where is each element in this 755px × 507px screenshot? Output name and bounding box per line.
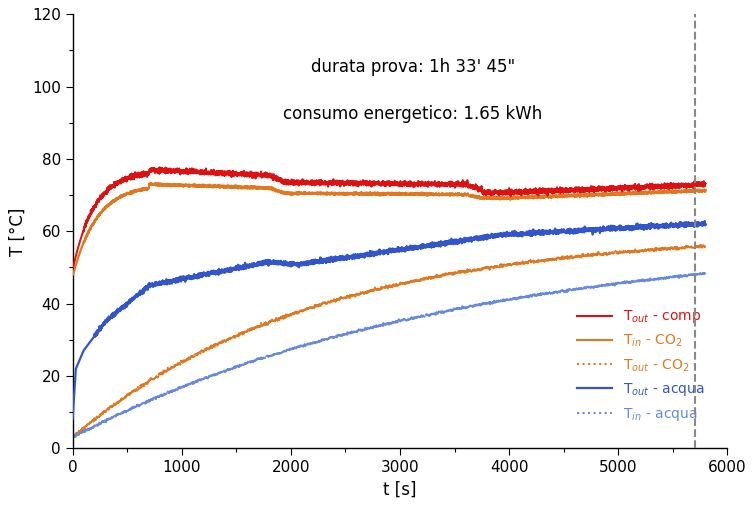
Text: consumo energetico: 1.65 kWh: consumo energetico: 1.65 kWh bbox=[283, 105, 543, 124]
Y-axis label: T [°C]: T [°C] bbox=[8, 207, 26, 256]
Text: durata prova: 1h 33' 45": durata prova: 1h 33' 45" bbox=[311, 58, 515, 76]
Legend: T$_{out}$ - comp, T$_{in}$ - CO$_2$, T$_{out}$ - CO$_2$, T$_{out}$ - acqua, T$_{: T$_{out}$ - comp, T$_{in}$ - CO$_2$, T$_… bbox=[572, 303, 710, 428]
X-axis label: t [s]: t [s] bbox=[384, 481, 417, 499]
